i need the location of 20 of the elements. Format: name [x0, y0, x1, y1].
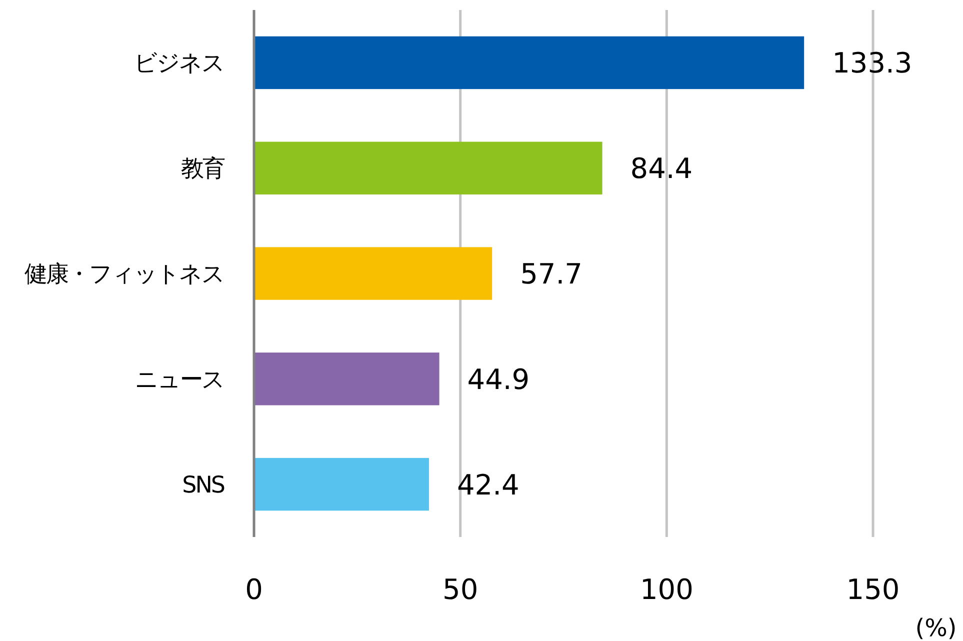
data-label: 133.3	[832, 46, 912, 80]
bar	[254, 247, 492, 300]
y-tick-label: SNS	[182, 472, 225, 498]
x-tick-label: 100	[640, 573, 694, 606]
bar	[254, 142, 602, 194]
bar	[254, 352, 440, 406]
y-tick-label: 教育	[181, 156, 226, 182]
y-tick-label: ニュース	[135, 366, 224, 393]
x-tick-label: 0	[245, 573, 263, 606]
data-label: 84.4	[630, 152, 693, 186]
y-tick-label: 健康・フィットネス	[24, 262, 224, 288]
data-label: 42.4	[456, 468, 520, 502]
x-tick-label: 50	[442, 573, 478, 606]
y-tick-label: ビジネス	[134, 50, 224, 77]
data-label: 44.9	[467, 362, 530, 396]
x-tick-label: 150	[846, 573, 900, 606]
data-label: 57.7	[520, 258, 582, 290]
bar	[254, 36, 804, 90]
bar	[254, 458, 429, 511]
x-axis-title: (%)	[915, 614, 957, 641]
